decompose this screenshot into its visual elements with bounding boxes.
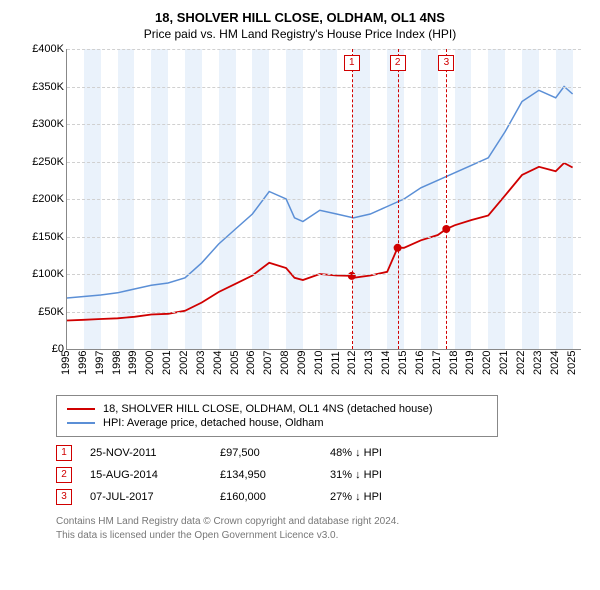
sale-event-hpi-diff: 27% ↓ HPI [330, 491, 382, 503]
chart-title-address: 18, SHOLVER HILL CLOSE, OLDHAM, OL1 4NS [10, 10, 590, 25]
y-axis: £0£50K£100K£150K£200K£250K£300K£350K£400… [20, 49, 66, 349]
gridline [67, 49, 581, 50]
x-tick-label: 2014 [380, 351, 392, 375]
sale-event-row: 3 07-JUL-2017£160,00027% ↓ HPI [56, 489, 590, 505]
sale-event-row: 1 25-NOV-2011£97,50048% ↓ HPI [56, 445, 590, 461]
x-tick-label: 2024 [549, 351, 561, 375]
y-tick-label: £150K [32, 231, 64, 243]
sale-events-table: 1 25-NOV-2011£97,50048% ↓ HPI 2 15-AUG-2014… [56, 445, 590, 505]
attribution-footnotes: Contains HM Land Registry data © Crown c… [56, 515, 590, 543]
sale-event-date: 15-AUG-2014 [90, 469, 220, 481]
x-axis: 1995199619971998199920002001200220032004… [66, 351, 580, 391]
chart-container: £0£50K£100K£150K£200K£250K£300K£350K£400… [20, 49, 580, 389]
x-tick-label: 2012 [346, 351, 358, 375]
sale-marker-line [352, 49, 353, 349]
gridline [67, 274, 581, 275]
x-tick-label: 1997 [94, 351, 106, 375]
gridline [67, 199, 581, 200]
sale-event-date: 25-NOV-2011 [90, 447, 220, 459]
footnote-licence: This data is licensed under the Open Gov… [56, 529, 590, 543]
x-tick-label: 2022 [515, 351, 527, 375]
y-tick-label: £50K [38, 306, 64, 318]
gridline [67, 124, 581, 125]
y-tick-label: £200K [32, 193, 64, 205]
plot-area: 1 2 3 [66, 49, 581, 350]
y-tick-label: £300K [32, 118, 64, 130]
x-tick-label: 2001 [161, 351, 173, 375]
x-tick-label: 2019 [464, 351, 476, 375]
sale-marker-badge: 1 [344, 55, 360, 71]
x-tick-label: 1998 [111, 351, 123, 375]
sale-event-date: 07-JUL-2017 [90, 491, 220, 503]
x-tick-label: 2003 [195, 351, 207, 375]
x-tick-label: 1999 [127, 351, 139, 375]
x-tick-label: 2021 [498, 351, 510, 375]
x-tick-label: 2018 [448, 351, 460, 375]
x-tick-label: 2005 [229, 351, 241, 375]
sale-event-badge: 2 [56, 467, 72, 483]
sale-marker-line [446, 49, 447, 349]
series-line [67, 163, 573, 321]
x-tick-label: 2020 [481, 351, 493, 375]
footnote-copyright: Contains HM Land Registry data © Crown c… [56, 515, 590, 529]
gridline [67, 237, 581, 238]
legend-swatch [67, 422, 95, 424]
x-tick-label: 2000 [144, 351, 156, 375]
x-tick-label: 2009 [296, 351, 308, 375]
x-tick-label: 2002 [178, 351, 190, 375]
sale-event-hpi-diff: 31% ↓ HPI [330, 469, 382, 481]
sale-event-price: £160,000 [220, 491, 330, 503]
y-tick-label: £350K [32, 81, 64, 93]
x-tick-label: 2025 [566, 351, 578, 375]
x-tick-label: 2011 [330, 351, 342, 375]
x-tick-label: 2017 [431, 351, 443, 375]
x-tick-label: 2015 [397, 351, 409, 375]
y-tick-label: £400K [32, 43, 64, 55]
legend-swatch [67, 408, 95, 410]
sale-event-badge: 1 [56, 445, 72, 461]
legend-row: 18, SHOLVER HILL CLOSE, OLDHAM, OL1 4NS … [67, 403, 487, 415]
sale-event-price: £134,950 [220, 469, 330, 481]
x-tick-label: 2016 [414, 351, 426, 375]
x-tick-label: 2008 [279, 351, 291, 375]
sale-event-price: £97,500 [220, 447, 330, 459]
gridline [67, 162, 581, 163]
y-tick-label: £250K [32, 156, 64, 168]
sale-marker-badge: 3 [438, 55, 454, 71]
chart-title-block: 18, SHOLVER HILL CLOSE, OLDHAM, OL1 4NS … [10, 10, 590, 41]
x-tick-label: 2006 [245, 351, 257, 375]
sale-marker-line [398, 49, 399, 349]
x-tick-label: 2007 [262, 351, 274, 375]
legend-label: HPI: Average price, detached house, Oldh… [103, 417, 324, 429]
x-tick-label: 1996 [77, 351, 89, 375]
x-tick-label: 2010 [313, 351, 325, 375]
sale-marker-badge: 2 [390, 55, 406, 71]
y-tick-label: £100K [32, 268, 64, 280]
x-tick-label: 2013 [363, 351, 375, 375]
legend-label: 18, SHOLVER HILL CLOSE, OLDHAM, OL1 4NS … [103, 403, 433, 415]
sale-event-row: 2 15-AUG-2014£134,95031% ↓ HPI [56, 467, 590, 483]
legend: 18, SHOLVER HILL CLOSE, OLDHAM, OL1 4NS … [56, 395, 498, 437]
x-tick-label: 1995 [60, 351, 72, 375]
gridline [67, 312, 581, 313]
gridline [67, 87, 581, 88]
legend-row: HPI: Average price, detached house, Oldh… [67, 417, 487, 429]
series-line [67, 87, 573, 299]
x-tick-label: 2004 [212, 351, 224, 375]
x-tick-label: 2023 [532, 351, 544, 375]
sale-event-badge: 3 [56, 489, 72, 505]
sale-event-hpi-diff: 48% ↓ HPI [330, 447, 382, 459]
chart-subtitle: Price paid vs. HM Land Registry's House … [10, 27, 590, 41]
